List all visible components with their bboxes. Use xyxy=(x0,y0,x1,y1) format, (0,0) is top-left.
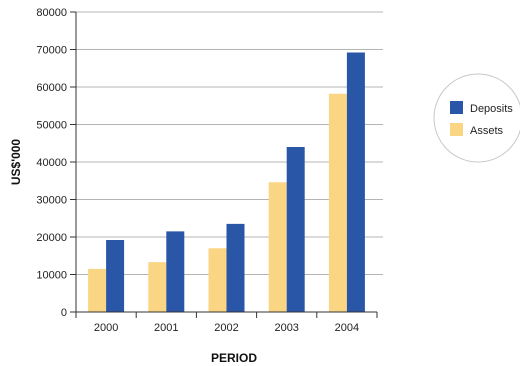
y-tick-label: 40000 xyxy=(36,157,67,169)
x-tick-label: 2004 xyxy=(335,322,359,334)
bar-deposits-2001 xyxy=(166,231,185,312)
x-tick-label: 2000 xyxy=(94,322,118,334)
legend-label-deposits: Deposits xyxy=(470,103,513,115)
bar-assets-2004 xyxy=(328,93,347,312)
bar-series xyxy=(88,52,365,312)
legend-swatch-assets xyxy=(450,123,463,136)
legend-ring xyxy=(433,73,520,163)
bar-assets-2001 xyxy=(148,262,167,312)
bar-assets-2000 xyxy=(88,268,107,312)
bar-deposits-2004 xyxy=(346,52,365,312)
x-tick-label: 2001 xyxy=(154,322,178,334)
y-tick-label: 70000 xyxy=(36,45,67,57)
y-tick-label: 80000 xyxy=(36,7,67,19)
y-tick-label: 60000 xyxy=(36,82,67,94)
bar-assets-2003 xyxy=(268,182,287,312)
y-tick-label: 30000 xyxy=(36,195,67,207)
bar-assets-2002 xyxy=(208,248,227,312)
y-tick-label: 50000 xyxy=(36,120,67,132)
x-axis-title: PERIOD xyxy=(211,351,257,365)
bar-deposits-2003 xyxy=(286,147,305,312)
y-tick-labels: 0 10000 20000 30000 40000 50000 60000 70000 8000… xyxy=(36,7,67,319)
bar-deposits-2000 xyxy=(106,240,125,312)
x-tick-label: 2002 xyxy=(214,322,238,334)
x-tick-labels: 2000 2001 2002 2003 2004 xyxy=(94,322,359,334)
y-tick-label: 20000 xyxy=(36,232,67,244)
legend-label-assets: Assets xyxy=(470,125,504,137)
legend-swatch-deposits xyxy=(450,101,463,114)
y-tick-label: 0 xyxy=(61,307,67,319)
x-tick-label: 2003 xyxy=(274,322,298,334)
legend: Deposits Assets xyxy=(433,73,520,163)
axes xyxy=(75,12,377,313)
y-axis-title: US$'000 xyxy=(9,139,23,186)
y-tick-label: 10000 xyxy=(36,270,67,282)
bar-deposits-2002 xyxy=(226,223,245,312)
